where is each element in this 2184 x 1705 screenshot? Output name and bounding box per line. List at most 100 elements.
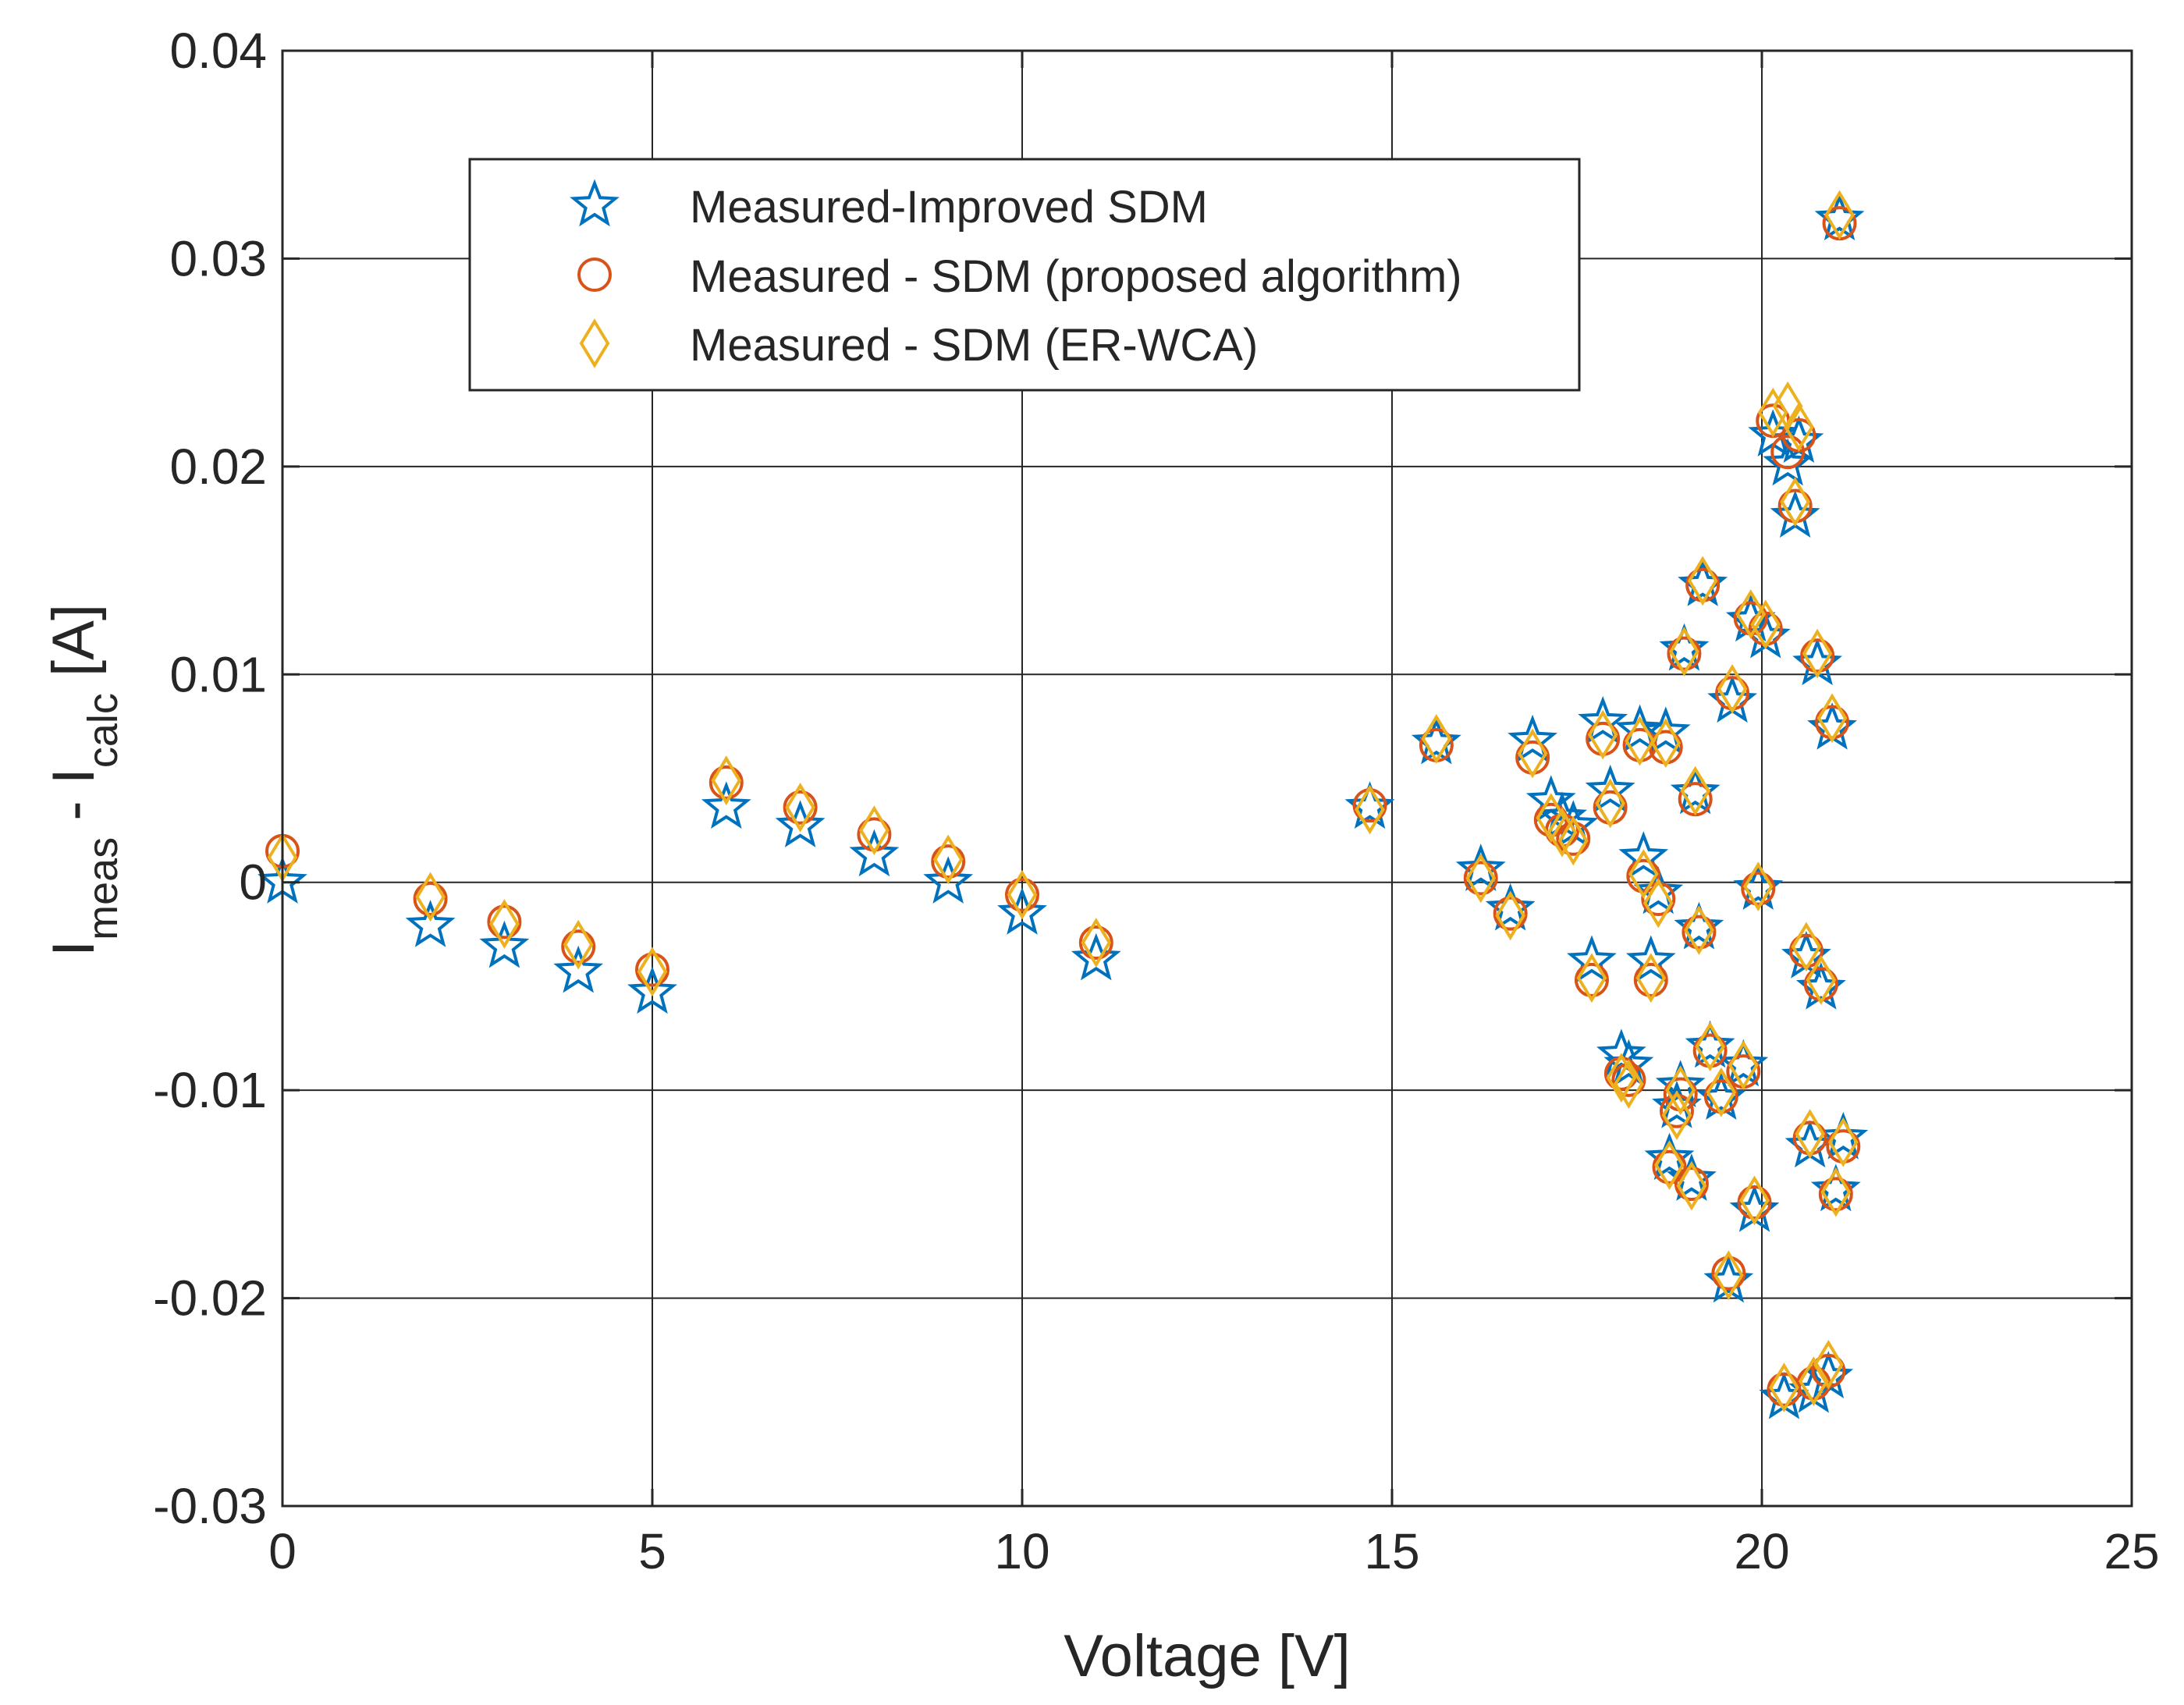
data-point [1495,890,1526,941]
data-point [1818,1111,1869,1160]
data-point [1078,925,1113,960]
data-point [1733,862,1784,910]
data-point [1810,1163,1861,1212]
data-point [1750,599,1781,650]
data-point [1625,716,1655,766]
data-point [1603,1039,1654,1087]
data-point [1667,1153,1717,1201]
data-point [1661,1090,1692,1140]
data-point [1421,714,1452,764]
data-point [1614,1059,1644,1110]
data-point [711,755,742,806]
data-point [1784,402,1814,453]
y-tick-label: -0.03 [153,1478,267,1534]
data-point [1650,718,1682,769]
x-tick-label: 0 [268,1523,297,1579]
data-point [923,856,974,904]
data-point [1652,1149,1687,1185]
data-point [1507,714,1557,762]
data-point [1684,905,1714,955]
data-point [479,920,530,968]
x-axis-label: Voltage [V] [1064,1623,1351,1689]
data-point [1737,1185,1772,1220]
data-point [1818,1177,1853,1212]
data-point [1635,953,1667,1003]
data-point [931,844,966,879]
data-point [1485,883,1536,931]
y-label-sub-meas: meas [80,837,126,940]
y-label-base: I [41,940,107,957]
data-point [1676,1160,1707,1211]
x-tick-label: 5 [638,1523,666,1579]
data-point [1728,1040,1759,1091]
legend-marker-diamond-icon [579,318,610,368]
data-point [1595,778,1625,829]
y-tick-label: 0 [239,854,267,911]
data-point [1769,1362,1799,1412]
data-point [637,947,668,997]
data-point [859,805,890,855]
series-2 [267,190,1859,1412]
data-point [1674,1167,1709,1202]
y-label-sub-calc: calc [80,693,126,768]
data-point [701,781,751,829]
data-point [1567,935,1617,983]
data-point [627,966,677,1014]
data-point [553,945,604,993]
data-point [1791,922,1822,972]
data-point [1713,1250,1744,1301]
data-point [1578,696,1628,744]
data-point [1628,849,1659,899]
data-point [1665,1065,1696,1115]
data-point [1576,953,1607,1003]
data-point [1816,693,1848,744]
data-point [1606,1053,1637,1103]
data-point [1678,559,1728,606]
data-point [1711,1256,1746,1291]
legend: Measured-Improved SDM Measured - SDM (pr… [468,158,1581,392]
data-point [997,887,1047,935]
plot-area-border [281,49,2133,1508]
data-point [1800,638,1835,673]
data-point [1802,628,1833,679]
data-point [1081,918,1112,968]
data-point [1633,866,1684,915]
legend-diamond-icon [579,318,610,368]
x-tick-label: 10 [994,1523,1049,1579]
y-label-unit: [A] [41,604,107,693]
data-point [1667,636,1702,671]
y-axis-ticks: -0.03 -0.02 -0.01 0 0.01 0.02 0.03 0.04 [153,23,2132,1534]
x-tick-label: 15 [1364,1523,1419,1579]
data-point [1556,821,1591,856]
data-point [1695,1021,1725,1072]
data-point [1735,589,1767,639]
legend-marker-star-icon [570,179,620,227]
data-point [1674,901,1724,950]
data-point [1757,387,1788,438]
data-point [1557,815,1589,866]
data-point [1814,193,1865,241]
data-point [1827,1117,1859,1167]
data-point [1742,861,1774,911]
data-point [775,800,826,847]
x-axis-ticks: 0 5 10 15 20 25 [268,51,2160,1579]
data-point [1493,896,1528,931]
data-point [1682,915,1717,950]
legend-marker-circle-icon [577,258,612,292]
legend-circle-icon [577,258,612,292]
data-point [1820,1167,1852,1217]
data-point [1455,844,1506,891]
data-point [783,790,818,825]
data-point [1587,709,1618,760]
data-point [1618,831,1669,879]
data-point [1717,664,1748,714]
data-point [413,882,448,917]
y-tick-label: -0.01 [153,1062,267,1118]
legend-entry-proposed: Measured - SDM (proposed algorithm) [690,251,1462,302]
data-point [1685,1020,1735,1068]
data-point [1642,878,1674,929]
data-point [1654,1140,1685,1190]
data-point [1770,435,1806,470]
data-point [1007,869,1038,920]
